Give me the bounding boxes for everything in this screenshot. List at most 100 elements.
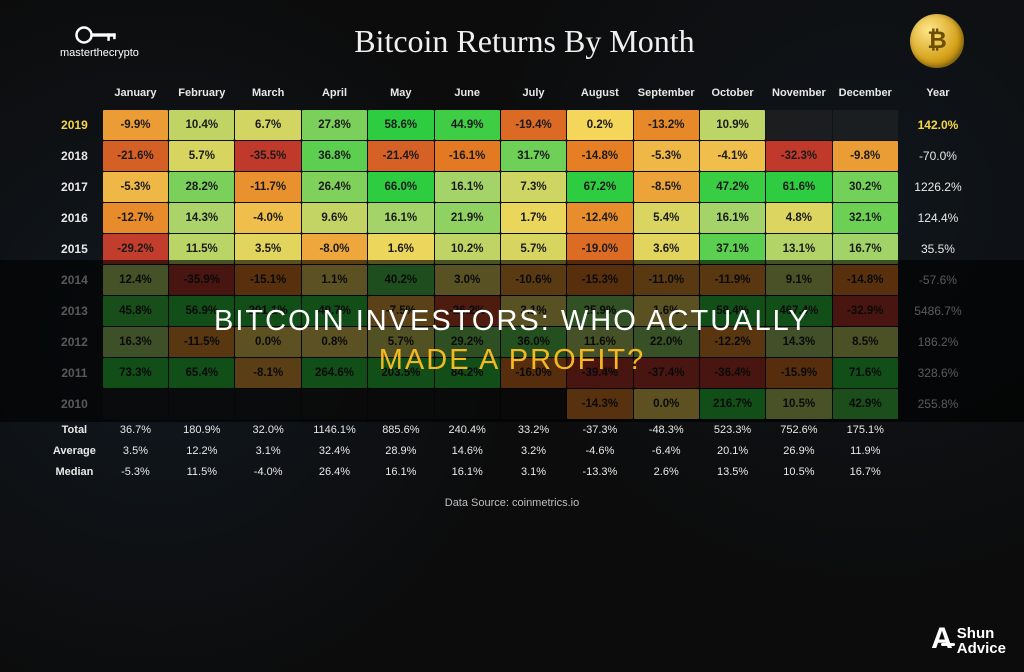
heatmap-cell: 28.2% — [169, 172, 234, 202]
summary-cell: 240.4% — [435, 420, 500, 440]
heatmap-cell: -16.1% — [435, 141, 500, 171]
summary-cell: 33.2% — [501, 420, 566, 440]
table-row: 2017-5.3%28.2%-11.7%26.4%66.0%16.1%7.3%6… — [47, 172, 977, 202]
summary-cell: -37.3% — [567, 420, 632, 440]
summary-cell: 16.1% — [435, 462, 500, 482]
summary-cell: 32.4% — [302, 441, 367, 461]
summary-pad — [899, 420, 977, 440]
heatmap-cell: 27.8% — [302, 110, 367, 140]
heatmap-cell: -13.2% — [634, 110, 699, 140]
heatmap-cell: -12.4% — [567, 203, 632, 233]
summary-cell: -4.6% — [567, 441, 632, 461]
heatmap-cell: -4.1% — [700, 141, 765, 171]
heatmap-cell: -5.3% — [103, 172, 168, 202]
heatmap-cell: -5.3% — [634, 141, 699, 171]
summary-cell: 12.2% — [169, 441, 234, 461]
year-total-cell: 142.0% — [899, 110, 977, 140]
summary-cell: 26.4% — [302, 462, 367, 482]
summary-cell: 523.3% — [700, 420, 765, 440]
row-year-label: 2016 — [47, 203, 102, 233]
summary-row: Total36.7%180.9%32.0%1146.1%885.6%240.4%… — [47, 420, 977, 440]
heatmap-cell: -9.9% — [103, 110, 168, 140]
heatmap-cell: 9.6% — [302, 203, 367, 233]
heatmap-cell: -19.4% — [501, 110, 566, 140]
summary-cell: 3.1% — [501, 462, 566, 482]
summary-row: Average3.5%12.2%3.1%32.4%28.9%14.6%3.2%-… — [47, 441, 977, 461]
summary-cell: -48.3% — [634, 420, 699, 440]
heatmap-cell: -8.5% — [634, 172, 699, 202]
heatmap-cell: 1.7% — [501, 203, 566, 233]
heatmap-cell: -9.8% — [833, 141, 898, 171]
summary-cell: 3.5% — [103, 441, 168, 461]
summary-cell: -6.4% — [634, 441, 699, 461]
header: masterthecrypto Bitcoin Returns By Month… — [0, 0, 1024, 76]
table-row: 2019-9.9%10.4%6.7%27.8%58.6%44.9%-19.4%0… — [47, 110, 977, 140]
logo-text: masterthecrypto — [60, 47, 139, 59]
heatmap-cell — [766, 110, 831, 140]
bitcoin-coin-icon: ₿ — [910, 14, 964, 68]
summary-row: Median-5.3%11.5%-4.0%26.4%16.1%16.1%3.1%… — [47, 462, 977, 482]
summary-cell: 16.1% — [368, 462, 433, 482]
heatmap-cell: 44.9% — [435, 110, 500, 140]
month-header: June — [435, 81, 500, 109]
page-title: Bitcoin Returns By Month — [139, 23, 910, 60]
brand-word-1: Shun — [957, 626, 1006, 641]
summary-cell: 11.9% — [833, 441, 898, 461]
header-blank — [47, 81, 102, 109]
month-header: September — [634, 81, 699, 109]
shunadvice-logo: A Shun Advice — [931, 624, 1006, 658]
heatmap-cell: -4.0% — [235, 203, 300, 233]
summary-cell: 32.0% — [235, 420, 300, 440]
month-header: January — [103, 81, 168, 109]
data-source-label: Data Source: coinmetrics.io — [0, 483, 1024, 509]
heatmap-cell: -35.5% — [235, 141, 300, 171]
month-header: July — [501, 81, 566, 109]
month-header: April — [302, 81, 367, 109]
row-year-label: 2017 — [47, 172, 102, 202]
heatmap-cell: 5.4% — [634, 203, 699, 233]
summary-cell: 175.1% — [833, 420, 898, 440]
summary-cell: -5.3% — [103, 462, 168, 482]
heatmap-cell: 4.8% — [766, 203, 831, 233]
heatmap-cell: 14.3% — [169, 203, 234, 233]
summary-cell: -13.3% — [567, 462, 632, 482]
year-total-header: Year — [899, 81, 977, 109]
heatmap-cell: 21.9% — [435, 203, 500, 233]
heatmap-cell: 47.2% — [700, 172, 765, 202]
summary-cell: 180.9% — [169, 420, 234, 440]
heatmap-cell: 31.7% — [501, 141, 566, 171]
summary-cell: 3.1% — [235, 441, 300, 461]
month-header: August — [567, 81, 632, 109]
table-row: 2018-21.6%5.7%-35.5%36.8%-21.4%-16.1%31.… — [47, 141, 977, 171]
heatmap-cell: -21.6% — [103, 141, 168, 171]
summary-cell: 2.6% — [634, 462, 699, 482]
heatmap-cell: 5.7% — [169, 141, 234, 171]
heatmap-cell: 58.6% — [368, 110, 433, 140]
year-total-cell: -70.0% — [899, 141, 977, 171]
summary-pad — [899, 462, 977, 482]
heatmap-cell: 16.1% — [435, 172, 500, 202]
overlay-line2: MADE A PROFIT? — [379, 344, 646, 377]
heatmap-cell: 61.6% — [766, 172, 831, 202]
summary-cell: 1146.1% — [302, 420, 367, 440]
summary-cell: 11.5% — [169, 462, 234, 482]
summary-cell: 20.1% — [700, 441, 765, 461]
month-header: March — [235, 81, 300, 109]
heatmap-cell: -12.7% — [103, 203, 168, 233]
heatmap-cell: 66.0% — [368, 172, 433, 202]
year-total-cell: 124.4% — [899, 203, 977, 233]
year-total-cell: 1226.2% — [899, 172, 977, 202]
summary-cell: 752.6% — [766, 420, 831, 440]
summary-cell: 26.9% — [766, 441, 831, 461]
key-icon — [74, 23, 124, 47]
summary-cell: 13.5% — [700, 462, 765, 482]
summary-label: Average — [47, 441, 102, 461]
logo-masterthecrypto: masterthecrypto — [60, 23, 139, 59]
heatmap-cell: 16.1% — [368, 203, 433, 233]
heatmap-cell: 67.2% — [567, 172, 632, 202]
heatmap-cell: 6.7% — [235, 110, 300, 140]
brand-word-2: Advice — [957, 641, 1006, 656]
summary-cell: 10.5% — [766, 462, 831, 482]
heatmap-cell: 0.2% — [567, 110, 632, 140]
heatmap-cell: 36.8% — [302, 141, 367, 171]
